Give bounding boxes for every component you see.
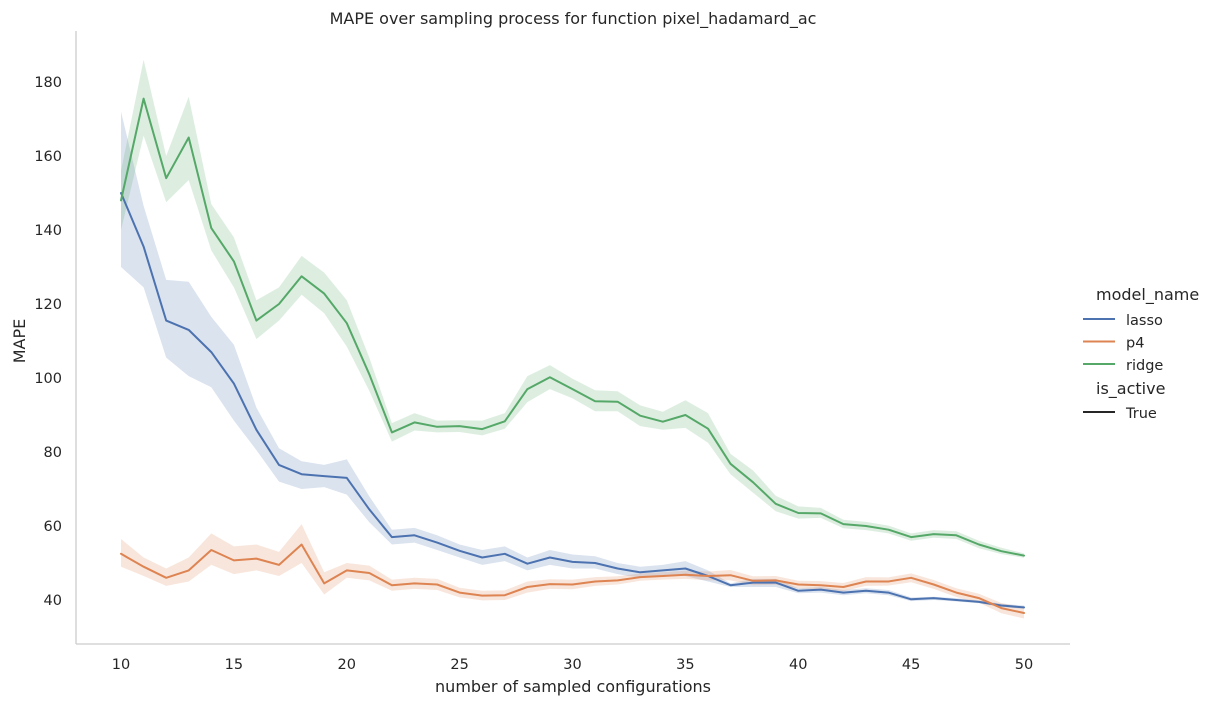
chart-title: MAPE over sampling process for function … bbox=[330, 9, 817, 29]
x-axis-label: number of sampled configurations bbox=[435, 677, 711, 696]
line-ridge bbox=[120, 97, 1025, 557]
band-p4 bbox=[121, 524, 1024, 619]
y-tick-160: 160 bbox=[34, 149, 62, 165]
x-tick-45: 45 bbox=[902, 657, 920, 673]
y-tick-100: 100 bbox=[34, 371, 62, 387]
legend-title-is-active: is_active bbox=[1096, 379, 1165, 399]
line-lasso bbox=[120, 192, 1025, 609]
y-tick-140: 140 bbox=[34, 223, 62, 239]
legend: model_name lasso p4 ridge is_active True bbox=[1083, 285, 1199, 422]
band-lasso bbox=[121, 111, 1024, 609]
x-tick-20: 20 bbox=[338, 657, 356, 673]
y-axis-label: MAPE bbox=[10, 319, 29, 364]
line-p4 bbox=[120, 543, 1025, 614]
x-tick-10: 10 bbox=[112, 657, 130, 673]
legend-label-lasso: lasso bbox=[1126, 313, 1163, 329]
y-tick-80: 80 bbox=[44, 445, 62, 461]
x-tick-40: 40 bbox=[789, 657, 807, 673]
legend-label-p4: p4 bbox=[1126, 336, 1144, 352]
y-tick-labels: 40 60 80 100 120 140 160 180 bbox=[34, 75, 62, 609]
y-tick-180: 180 bbox=[34, 75, 62, 91]
x-tick-25: 25 bbox=[450, 657, 468, 673]
x-tick-35: 35 bbox=[676, 657, 694, 673]
x-tick-15: 15 bbox=[225, 657, 243, 673]
y-tick-120: 120 bbox=[34, 297, 62, 313]
series-lines bbox=[120, 97, 1025, 614]
y-tick-40: 40 bbox=[44, 593, 62, 609]
band-ridge bbox=[121, 59, 1024, 558]
x-tick-30: 30 bbox=[563, 657, 581, 673]
x-tick-labels: 10 15 20 25 30 35 40 45 50 bbox=[112, 657, 1033, 673]
legend-label-true: True bbox=[1125, 406, 1157, 422]
legend-label-ridge: ridge bbox=[1126, 358, 1163, 374]
x-tick-50: 50 bbox=[1015, 657, 1033, 673]
legend-title-model-name: model_name bbox=[1096, 285, 1199, 305]
y-tick-60: 60 bbox=[44, 519, 62, 535]
confidence-bands bbox=[121, 59, 1024, 619]
